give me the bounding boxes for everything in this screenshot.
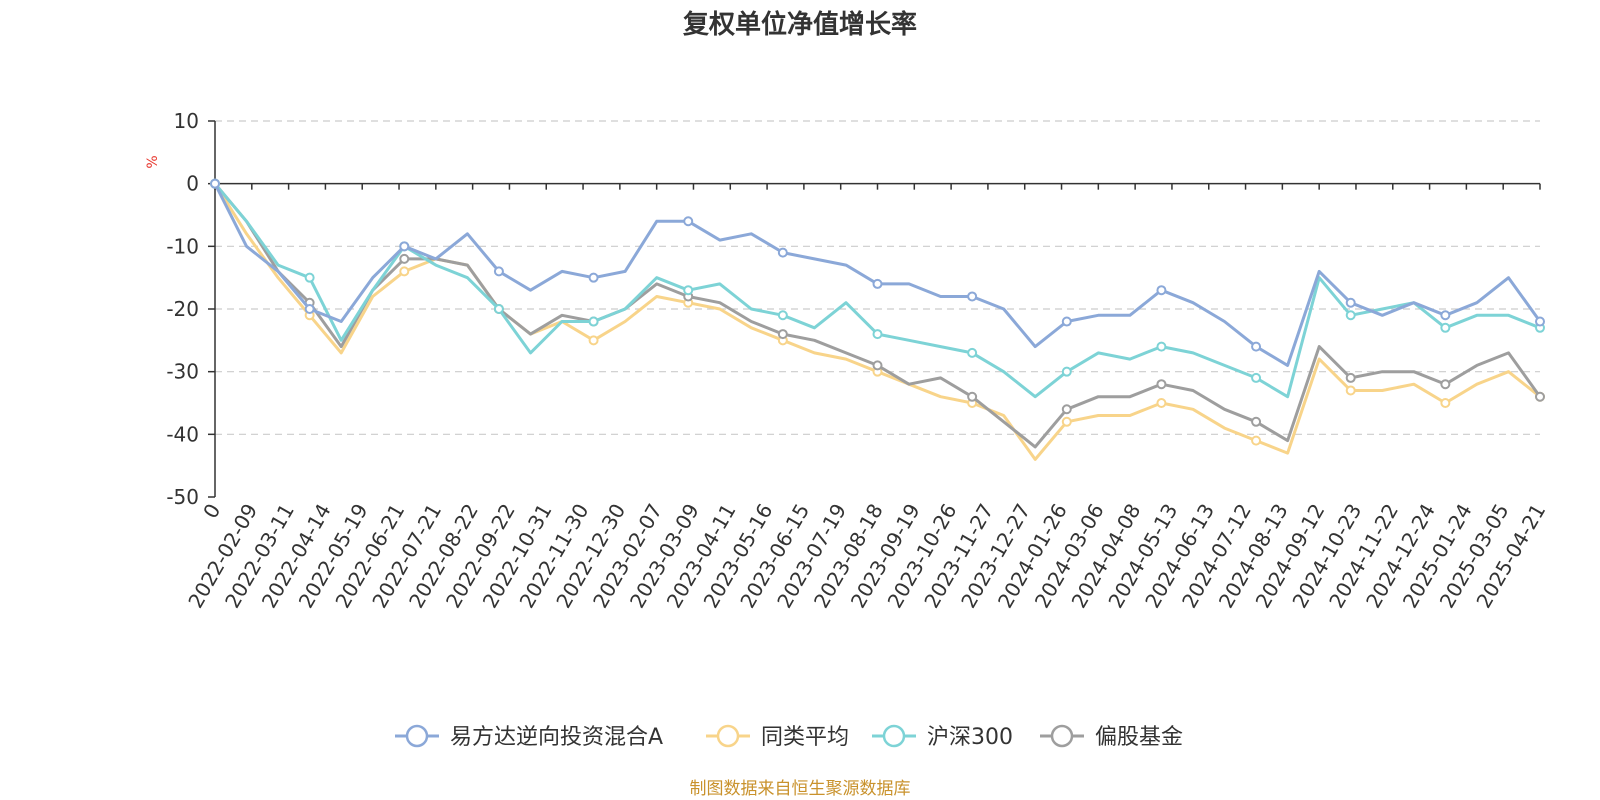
series-1 — [210, 178, 1545, 461]
y-tick-label: -20 — [166, 297, 199, 321]
series-lines — [210, 178, 1545, 461]
data-point — [777, 329, 788, 340]
data-point — [683, 285, 694, 296]
x-tick-label: 0 — [198, 500, 225, 523]
data-point — [588, 316, 599, 327]
data-point — [777, 310, 788, 321]
legend-marker — [1050, 724, 1074, 748]
data-point — [210, 178, 220, 189]
x-tick-labels: 02022-02-092022-03-112022-04-142022-05-1… — [183, 183, 1550, 612]
y-tick-label: -50 — [166, 485, 199, 509]
legend-item[interactable]: 易方达逆向投资混合A — [395, 724, 663, 750]
data-point — [967, 291, 978, 302]
chart-title: 复权单位净值增长率 — [683, 9, 917, 40]
data-point — [777, 247, 788, 258]
data-point — [967, 391, 978, 402]
legend-marker — [882, 724, 906, 748]
y-tick-labels: 10 0 -10 -20 -30 -40 -50 — [166, 109, 215, 509]
data-point — [493, 304, 504, 314]
y-tick-label: -40 — [166, 422, 199, 446]
data-point — [399, 253, 410, 264]
legend-marker — [405, 724, 429, 748]
data-point — [1440, 310, 1451, 321]
data-point — [1440, 322, 1451, 333]
data-point — [1061, 316, 1072, 327]
data-point — [1345, 297, 1356, 308]
data-point — [1061, 416, 1072, 427]
source-note: 制图数据来自恒生聚源数据库 — [690, 779, 911, 799]
data-point — [1345, 310, 1356, 321]
data-point — [1535, 316, 1545, 327]
data-point — [1061, 404, 1072, 415]
data-point — [1345, 372, 1356, 383]
series-line — [213, 182, 1542, 449]
series-line — [213, 182, 1541, 461]
data-point — [1440, 398, 1451, 408]
data-point — [1535, 391, 1545, 402]
series-2 — [210, 178, 1545, 399]
data-point — [1156, 379, 1167, 390]
y-unit-label: % — [145, 155, 161, 168]
data-point — [588, 335, 599, 346]
legend-item[interactable]: 同类平均 — [706, 724, 849, 750]
data-point — [1061, 366, 1072, 377]
data-point — [1345, 385, 1356, 396]
data-point — [588, 272, 599, 283]
series-3 — [210, 178, 1545, 449]
data-point — [872, 278, 883, 289]
legend-label: 同类平均 — [761, 725, 849, 750]
legend-label: 沪深300 — [927, 725, 1013, 750]
y-tick-label: -30 — [166, 360, 199, 384]
legend[interactable]: 易方达逆向投资混合A 同类平均 沪深300 偏股基金 — [395, 724, 1183, 750]
y-tick-label: 0 — [186, 172, 199, 196]
data-point — [1156, 398, 1167, 408]
data-point — [304, 272, 315, 283]
data-point — [399, 241, 410, 252]
data-point — [399, 266, 410, 277]
data-point — [304, 304, 315, 314]
legend-label: 易方达逆向投资混合A — [450, 725, 663, 750]
data-point — [1251, 341, 1262, 352]
data-point — [493, 266, 504, 277]
data-point — [1440, 379, 1451, 390]
data-point — [683, 216, 694, 227]
data-point — [872, 360, 883, 371]
data-point — [872, 329, 883, 340]
data-point — [1156, 341, 1167, 352]
y-tick-label: 10 — [174, 109, 199, 133]
legend-item[interactable]: 偏股基金 — [1040, 724, 1183, 750]
grid-lines — [215, 120, 1540, 435]
legend-item[interactable]: 沪深300 — [872, 724, 1013, 750]
data-point — [967, 347, 978, 358]
data-point — [1156, 285, 1167, 296]
data-point — [1251, 416, 1262, 427]
data-point — [1251, 435, 1262, 446]
legend-label: 偏股基金 — [1095, 725, 1183, 750]
legend-marker — [716, 724, 740, 748]
series-0 — [210, 178, 1545, 367]
data-point — [1251, 372, 1262, 383]
y-tick-label: -10 — [166, 234, 199, 258]
